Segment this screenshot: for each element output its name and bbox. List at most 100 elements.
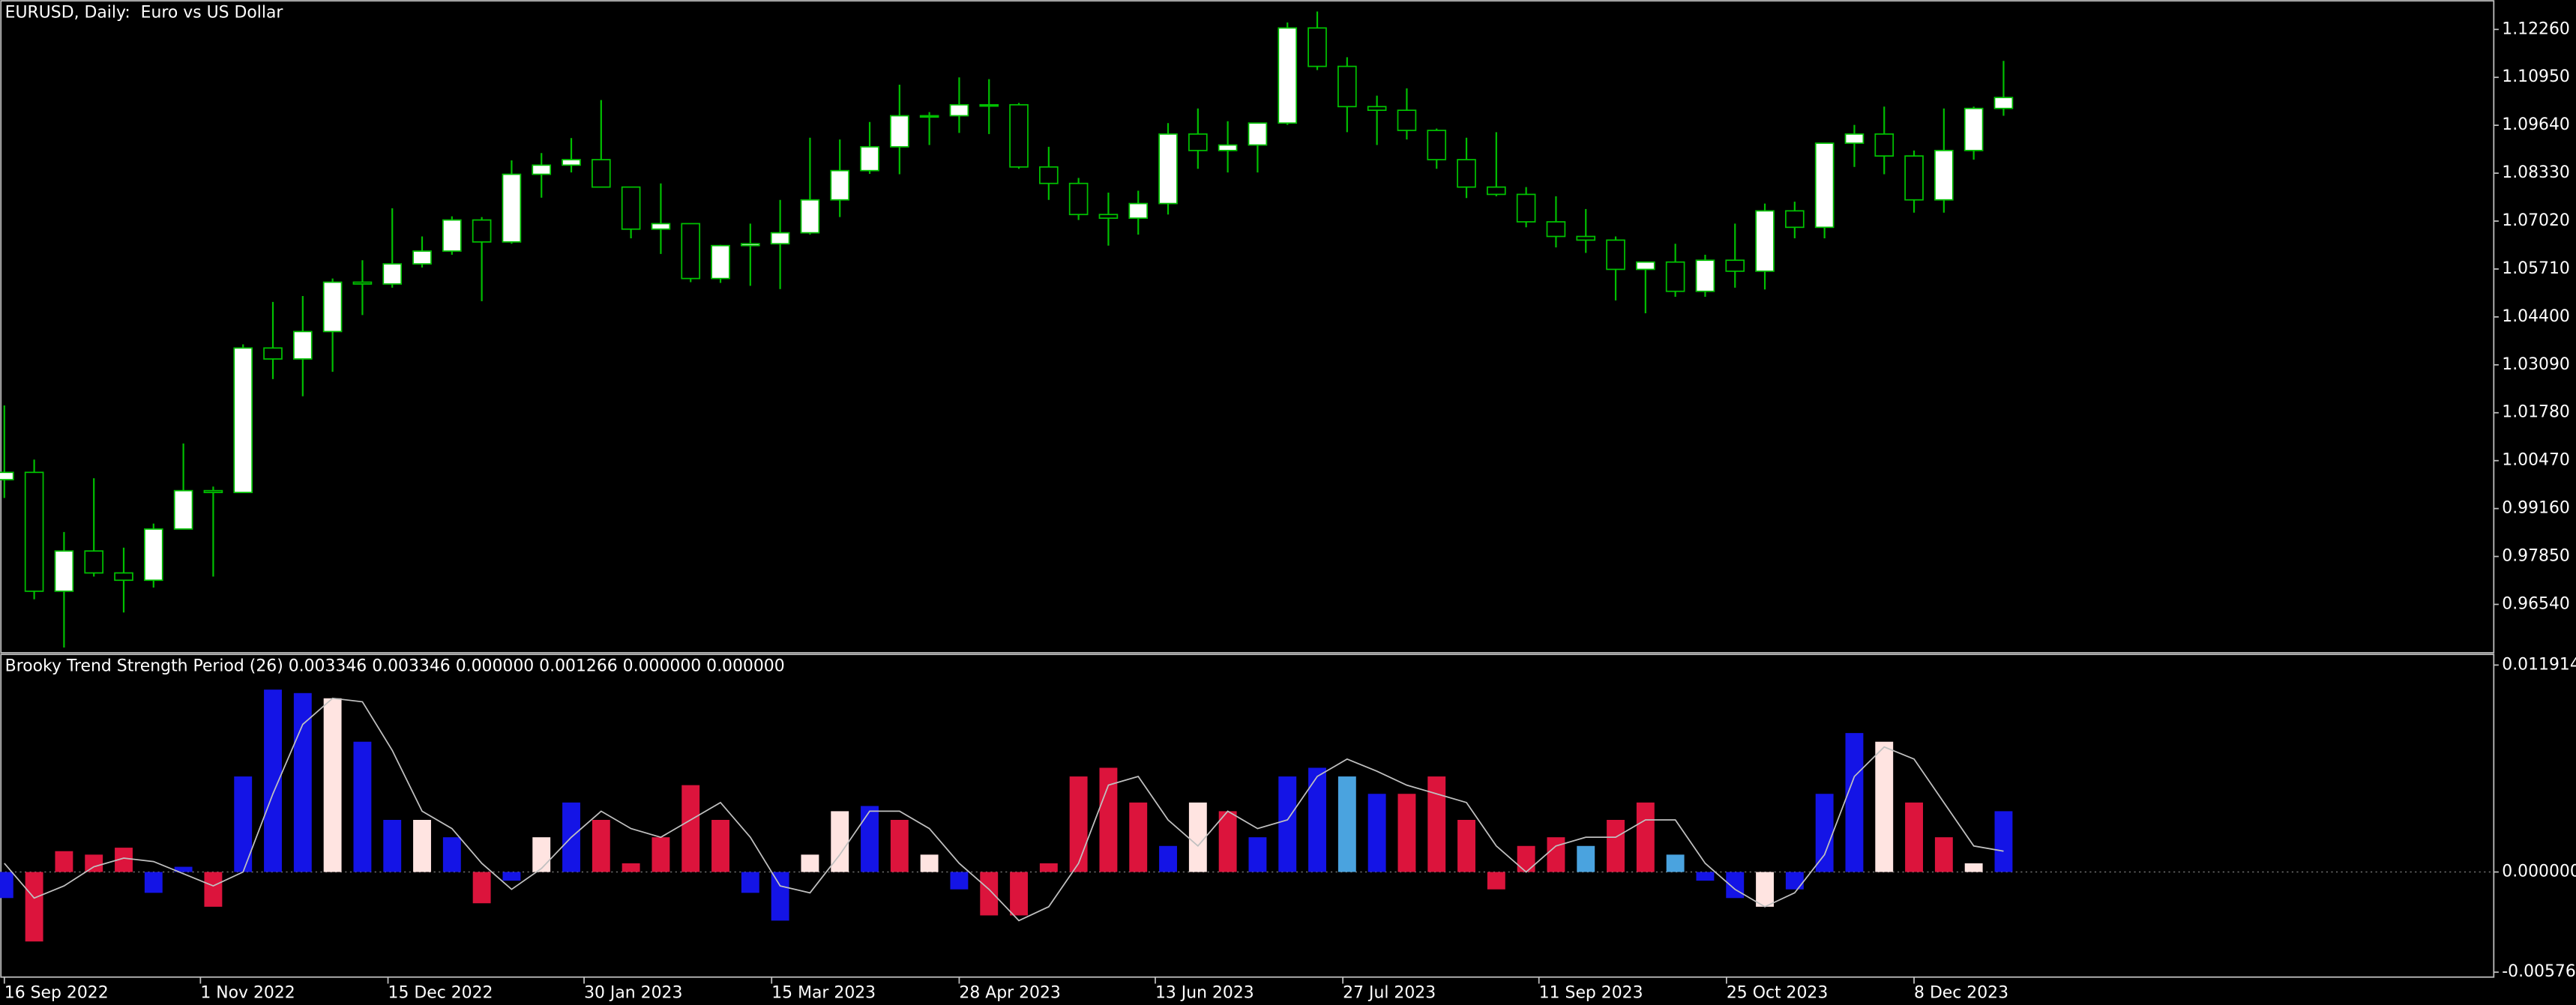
histogram-bar bbox=[861, 806, 879, 872]
y-tick-label: 1.12260 bbox=[2502, 19, 2570, 38]
candle-body bbox=[84, 550, 104, 574]
candle-body bbox=[1963, 107, 1984, 151]
histogram-bar bbox=[711, 819, 729, 872]
histogram-bar bbox=[472, 872, 491, 904]
histogram-bar bbox=[0, 872, 13, 899]
candle-body bbox=[1397, 109, 1417, 131]
candle-body bbox=[322, 281, 343, 333]
candle-body bbox=[1039, 166, 1059, 184]
histogram-bar bbox=[264, 689, 282, 872]
indicator-pane-frame bbox=[0, 654, 2495, 978]
histogram-bar bbox=[801, 854, 819, 872]
histogram-bar bbox=[1397, 794, 1416, 872]
candle-body bbox=[800, 199, 820, 234]
histogram-bar bbox=[55, 851, 73, 872]
candle-body bbox=[890, 115, 909, 148]
y-tick-label: 1.10950 bbox=[2502, 67, 2570, 86]
x-tick-label: 28 Apr 2023 bbox=[959, 984, 1060, 1003]
candle-body bbox=[1457, 159, 1476, 188]
candle-body bbox=[1665, 261, 1685, 292]
candle-body bbox=[1874, 133, 1895, 157]
candle-body bbox=[54, 550, 74, 592]
x-tick-label: 30 Jan 2023 bbox=[584, 984, 682, 1003]
price-pane-frame bbox=[0, 0, 2495, 654]
histogram-bar bbox=[1129, 802, 1148, 872]
histogram-bar bbox=[532, 837, 551, 872]
histogram-bar bbox=[1487, 872, 1505, 890]
y-tick-label: 1.07020 bbox=[2502, 211, 2570, 230]
candle-body bbox=[919, 115, 939, 118]
x-tick-label: 16 Sep 2022 bbox=[4, 984, 109, 1003]
y-tick-label: 1.01780 bbox=[2502, 403, 2570, 422]
candle-body bbox=[263, 347, 283, 360]
histogram-bar bbox=[234, 776, 253, 872]
y-tick-label: 0.97850 bbox=[2502, 547, 2570, 566]
candle-body bbox=[830, 169, 850, 201]
histogram-bar bbox=[831, 811, 849, 872]
histogram-bar bbox=[1069, 776, 1088, 872]
histogram-bar bbox=[1517, 845, 1535, 872]
candle-body bbox=[1218, 144, 1238, 151]
candle-body bbox=[592, 159, 611, 188]
candle-body bbox=[1128, 202, 1149, 219]
candle-body bbox=[741, 243, 760, 247]
x-tick-label: 11 Sep 2023 bbox=[1539, 984, 1643, 1003]
histogram-bar bbox=[383, 819, 402, 872]
histogram-bar bbox=[413, 819, 431, 872]
histogram-bar bbox=[1337, 776, 1356, 872]
y-tick-label: 1.03090 bbox=[2502, 355, 2570, 374]
x-tick-label: 15 Mar 2023 bbox=[771, 984, 876, 1003]
candle-body bbox=[562, 159, 581, 166]
candle-body bbox=[1606, 239, 1625, 271]
histogram-bar bbox=[442, 837, 461, 872]
histogram-bar bbox=[1636, 802, 1655, 872]
candle-body bbox=[979, 103, 999, 107]
candle-body bbox=[1516, 193, 1536, 223]
x-tick-label: 27 Jul 2023 bbox=[1343, 984, 1436, 1003]
y-tick-label: 1.09640 bbox=[2502, 115, 2570, 134]
candle-body bbox=[1487, 186, 1506, 196]
candle-body bbox=[502, 173, 522, 243]
candle-body bbox=[1337, 65, 1357, 108]
indicator-title: Brooky Trend Strength Period (26) 0.0033… bbox=[5, 657, 785, 676]
histogram-bar bbox=[950, 872, 969, 890]
histogram-bar bbox=[1905, 802, 1923, 872]
candle-body bbox=[621, 186, 641, 230]
candle-body bbox=[1993, 97, 2014, 109]
histogram-bar bbox=[920, 854, 939, 872]
candle-body bbox=[532, 164, 552, 175]
candle-body bbox=[1009, 103, 1029, 168]
candle-body bbox=[1307, 27, 1327, 67]
candle-body bbox=[1098, 214, 1119, 219]
histogram-bar bbox=[1875, 741, 1894, 872]
histogram-bar bbox=[1278, 776, 1297, 872]
candle-body bbox=[1755, 210, 1775, 272]
candle-body bbox=[233, 347, 253, 493]
y-tick-label: 1.00470 bbox=[2502, 451, 2570, 470]
candle-body bbox=[1636, 261, 1655, 271]
histogram-bar bbox=[1159, 845, 1177, 872]
candle-body bbox=[143, 528, 163, 582]
histogram-bar bbox=[1666, 854, 1685, 872]
histogram-bar bbox=[1756, 872, 1774, 907]
candle-body bbox=[1695, 259, 1715, 292]
y-tick-label: 1.05710 bbox=[2502, 259, 2570, 278]
candle-body bbox=[114, 572, 133, 582]
candle-body bbox=[681, 223, 701, 280]
y-tick-label: 1.04400 bbox=[2502, 307, 2570, 326]
candle-body bbox=[1814, 142, 1835, 229]
candle-body bbox=[0, 471, 14, 480]
y-tick-label: 0.96540 bbox=[2502, 594, 2570, 613]
candle-body bbox=[1576, 235, 1596, 241]
candle-body bbox=[1546, 221, 1566, 238]
histogram-bar bbox=[771, 872, 789, 921]
chart-title: EURUSD, Daily: Euro vs US Dollar bbox=[5, 4, 283, 22]
histogram-bar bbox=[1696, 872, 1715, 881]
candle-body bbox=[1427, 130, 1447, 160]
x-tick-label: 25 Oct 2023 bbox=[1727, 984, 1828, 1003]
candle-body bbox=[1725, 259, 1745, 272]
histogram-bar bbox=[1457, 819, 1475, 872]
histogram-bar bbox=[1964, 863, 1983, 872]
